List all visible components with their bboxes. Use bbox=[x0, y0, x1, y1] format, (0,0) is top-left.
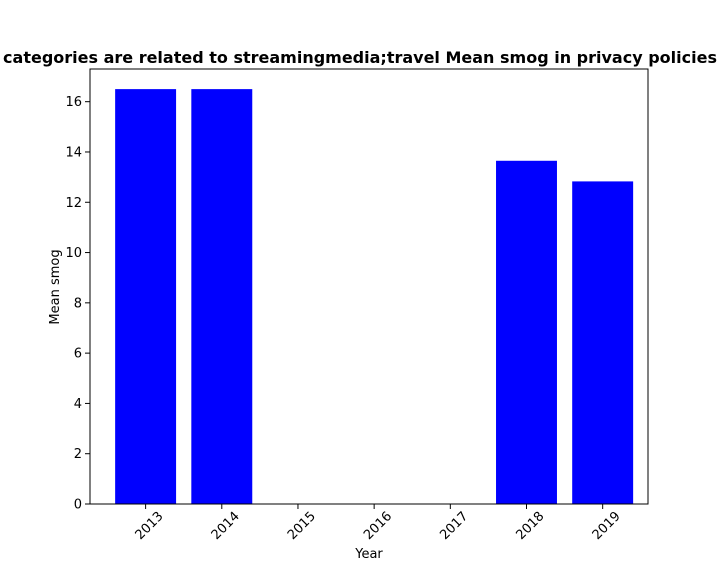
bars-group bbox=[115, 89, 634, 505]
y-tick-label: 4 bbox=[74, 397, 82, 412]
y-tick-label: 0 bbox=[74, 498, 82, 513]
x-axis-label: Year bbox=[354, 547, 383, 562]
x-tick-label-2019: 2019 bbox=[590, 509, 624, 543]
x-tick-label-2014: 2014 bbox=[209, 509, 243, 543]
y-tick-label: 12 bbox=[65, 196, 82, 211]
x-axis: 2013 2014 2015 2016 2017 2018 2019 bbox=[133, 504, 624, 543]
y-axis-label: Mean smog bbox=[48, 249, 63, 324]
y-tick-label: 8 bbox=[74, 296, 82, 311]
x-tick-label-2016: 2016 bbox=[361, 509, 395, 543]
x-tick-label-2017: 2017 bbox=[437, 509, 471, 543]
y-tick-label: 16 bbox=[65, 95, 82, 110]
y-axis: 0 2 4 6 8 10 12 14 16 bbox=[65, 95, 90, 513]
y-tick-label: 14 bbox=[65, 145, 82, 160]
plot-area-frame bbox=[89, 68, 649, 505]
bar-2018 bbox=[496, 160, 557, 504]
chart-title: categories are related to streamingmedia… bbox=[3, 48, 717, 67]
x-tick-label-2015: 2015 bbox=[285, 509, 319, 543]
bar-2019 bbox=[572, 181, 634, 504]
x-tick-label-2013: 2013 bbox=[133, 509, 167, 543]
y-tick-label: 2 bbox=[74, 447, 82, 462]
y-tick-label: 10 bbox=[65, 246, 82, 261]
bar-2013 bbox=[115, 89, 177, 505]
y-tick-label: 6 bbox=[74, 347, 82, 362]
bar-2014 bbox=[191, 89, 253, 505]
x-tick-label-2018: 2018 bbox=[513, 509, 547, 543]
